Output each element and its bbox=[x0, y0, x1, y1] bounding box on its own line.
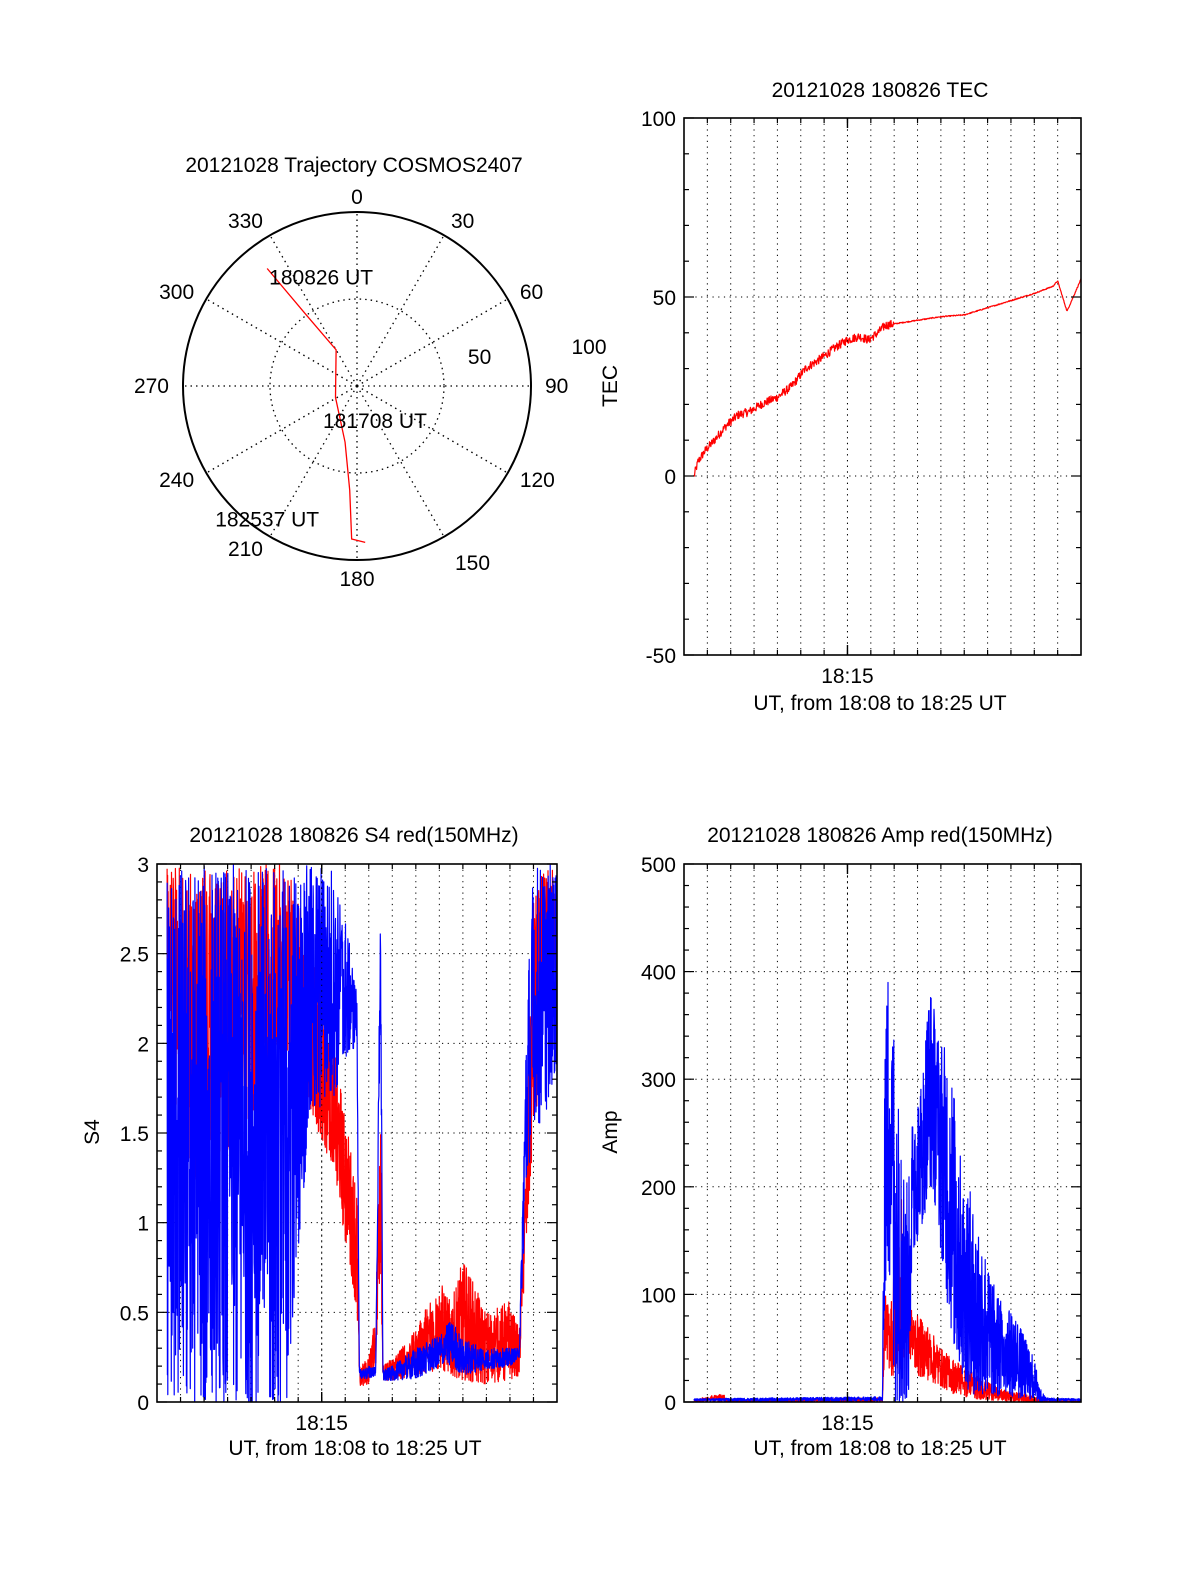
radial-label-100: 100 bbox=[571, 336, 606, 359]
azimuth-label-240: 240 bbox=[159, 469, 194, 492]
series-group bbox=[166, 864, 557, 1402]
azimuth-spoke bbox=[356, 385, 445, 538]
series-line-blue bbox=[166, 864, 557, 1402]
azimuth-label-60: 60 bbox=[520, 281, 543, 304]
series-group bbox=[693, 981, 1081, 1402]
ticks: 18:15 -50 0 50 100 bbox=[641, 108, 1081, 688]
tec-chart: 20121028 180826 TEC TEC UT, from 18:08 t… bbox=[599, 79, 1082, 715]
radial-label-50: 50 bbox=[468, 346, 491, 369]
azimuth-spoke bbox=[205, 298, 358, 387]
trajectory-polar-chart: 20121028 Trajectory COSMOS2407 0 30 60 90 12… bbox=[134, 154, 607, 591]
y-tick-label: 200 bbox=[641, 1177, 676, 1200]
azimuth-label-270: 270 bbox=[134, 375, 169, 398]
azimuth-spoke bbox=[356, 234, 445, 387]
azimuth-spoke bbox=[269, 385, 358, 538]
y-tick-label: 3 bbox=[137, 854, 149, 877]
azimuth-spoke bbox=[205, 385, 358, 474]
azimuth-label-330: 330 bbox=[228, 210, 263, 233]
y-tick-label: -50 bbox=[646, 645, 676, 668]
annotation-start: 180826 UT bbox=[269, 267, 373, 290]
x-axis-label: UT, from 18:08 to 18:25 UT bbox=[753, 692, 1006, 715]
azimuth-label-210: 210 bbox=[228, 538, 263, 561]
grid bbox=[684, 118, 1081, 655]
x-axis-label: UT, from 18:08 to 18:25 UT bbox=[228, 1437, 481, 1460]
y-tick-label: 500 bbox=[641, 854, 676, 877]
azimuth-labels: 0 30 60 90 120 150 180 210 240 270 300 330 bbox=[134, 186, 568, 591]
x-tick-label: 18:15 bbox=[821, 665, 874, 688]
s4-chart: 20121028 180826 S4 red(150MHz) S4 UT, fr… bbox=[81, 824, 558, 1460]
series-line-tec bbox=[693, 278, 1081, 477]
x-axis-label: UT, from 18:08 to 18:25 UT bbox=[753, 1437, 1006, 1460]
y-tick-label: 100 bbox=[641, 1284, 676, 1307]
y-tick-label: 2 bbox=[137, 1033, 149, 1056]
annotation-middle: 181708 UT bbox=[323, 410, 427, 433]
trajectory-series bbox=[266, 268, 366, 544]
series-group bbox=[693, 278, 1081, 477]
azimuth-label-0: 0 bbox=[351, 186, 363, 209]
azimuth-label-30: 30 bbox=[451, 210, 474, 233]
y-tick-label: 0 bbox=[664, 1392, 676, 1415]
x-tick-label: 18:15 bbox=[821, 1412, 874, 1435]
y-axis-label: Amp bbox=[599, 1110, 622, 1153]
y-tick-label: 0.5 bbox=[120, 1302, 149, 1325]
x-tick-label: 18:15 bbox=[295, 1412, 348, 1435]
chart-title: 20121028 180826 S4 red(150MHz) bbox=[189, 824, 518, 847]
polar-grid bbox=[182, 211, 532, 561]
azimuth-spoke bbox=[356, 298, 509, 387]
y-tick-label: 0 bbox=[664, 466, 676, 489]
azimuth-spoke bbox=[356, 385, 509, 474]
azimuth-label-150: 150 bbox=[455, 552, 490, 575]
azimuth-label-90: 90 bbox=[545, 375, 568, 398]
radial-grid-circle bbox=[269, 298, 445, 474]
y-tick-label: 2.5 bbox=[120, 944, 149, 967]
plot-frame bbox=[683, 117, 1082, 656]
y-axis-label: TEC bbox=[599, 365, 622, 407]
plot-frame bbox=[683, 863, 1082, 1403]
trajectory-annotations: 180826 UT 181708 UT 182537 UT bbox=[215, 267, 427, 532]
y-tick-label: 300 bbox=[641, 1069, 676, 1092]
y-axis-label: S4 bbox=[81, 1119, 104, 1145]
trajectory-line bbox=[266, 268, 366, 544]
azimuth-spoke bbox=[269, 234, 358, 387]
azimuth-label-300: 300 bbox=[159, 281, 194, 304]
y-tick-label: 0 bbox=[137, 1392, 149, 1415]
ticks: 18:15 0 100 200 300 400 500 bbox=[641, 854, 1081, 1435]
ticks: 18:15 0 0.5 1 1.5 2 2.5 3 bbox=[120, 854, 557, 1435]
y-tick-label: 100 bbox=[641, 108, 676, 131]
y-tick-label: 50 bbox=[653, 287, 676, 310]
radial-labels: 50 100 bbox=[468, 336, 607, 369]
amp-chart: 20121028 180826 Amp red(150MHz) Amp UT, … bbox=[599, 824, 1082, 1460]
y-tick-label: 1 bbox=[137, 1213, 149, 1236]
annotation-end: 182537 UT bbox=[215, 508, 319, 531]
chart-title: 20121028 Trajectory COSMOS2407 bbox=[185, 154, 522, 177]
azimuth-label-120: 120 bbox=[520, 469, 555, 492]
y-tick-label: 1.5 bbox=[120, 1123, 149, 1146]
series-line-blue bbox=[693, 981, 1081, 1402]
outer-circle bbox=[182, 211, 532, 561]
chart-title: 20121028 180826 Amp red(150MHz) bbox=[707, 824, 1053, 847]
chart-title: 20121028 180826 TEC bbox=[772, 79, 989, 102]
y-tick-label: 400 bbox=[641, 962, 676, 985]
azimuth-label-180: 180 bbox=[339, 568, 374, 591]
